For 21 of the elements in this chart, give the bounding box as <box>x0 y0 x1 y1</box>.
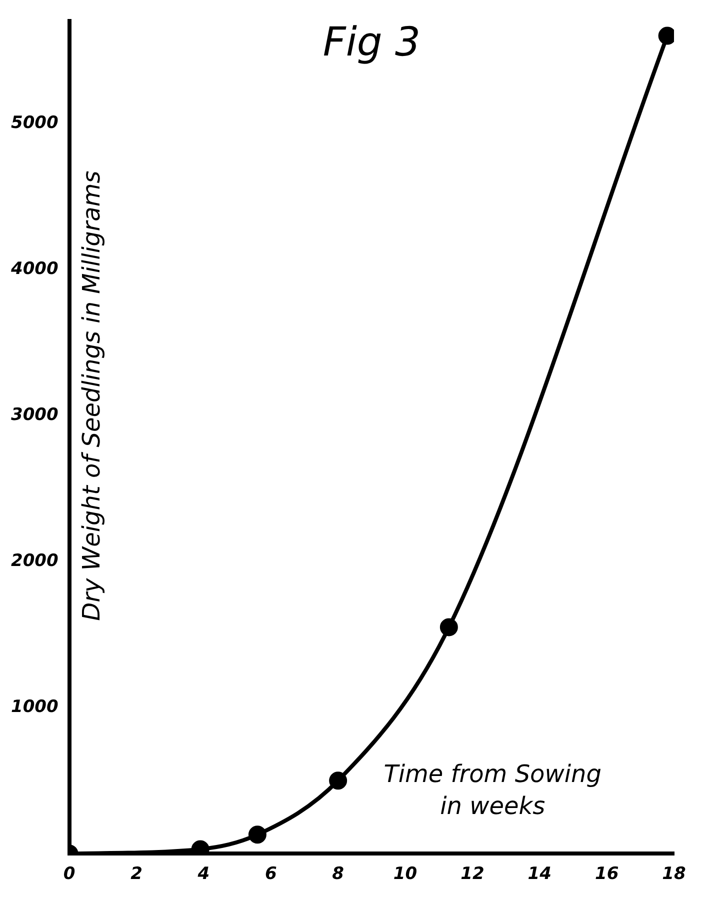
x-tick-label: 0 <box>63 864 76 884</box>
point <box>329 772 348 790</box>
x-tick-label: 4 <box>196 864 210 884</box>
point <box>248 826 266 844</box>
x-tick-label: 18 <box>662 864 686 884</box>
y-tick-label: 1000 <box>10 696 58 717</box>
x-tick-label: 2 <box>130 864 142 884</box>
x-tick-label: 16 <box>594 864 619 884</box>
y-axis-title: Dry Weight of Seedlings in Milligrams <box>78 170 106 621</box>
y-tick-label: 3000 <box>10 404 58 425</box>
x-axis-title: Time from Sowing in weeks <box>384 760 602 820</box>
chart-title: Fig 3 <box>322 20 420 66</box>
x-tick-label: 10 <box>393 864 418 884</box>
x-tick-label: 14 <box>528 864 552 884</box>
y-tick-label: 5000 <box>10 112 58 133</box>
y-tick-label: 2000 <box>10 550 58 571</box>
point <box>440 618 458 636</box>
x-tick-label: 6 <box>264 864 277 884</box>
y-tick-label: 4000 <box>10 258 58 279</box>
x-tick-label: 8 <box>332 864 344 884</box>
x-tick-label: 12 <box>460 864 484 884</box>
